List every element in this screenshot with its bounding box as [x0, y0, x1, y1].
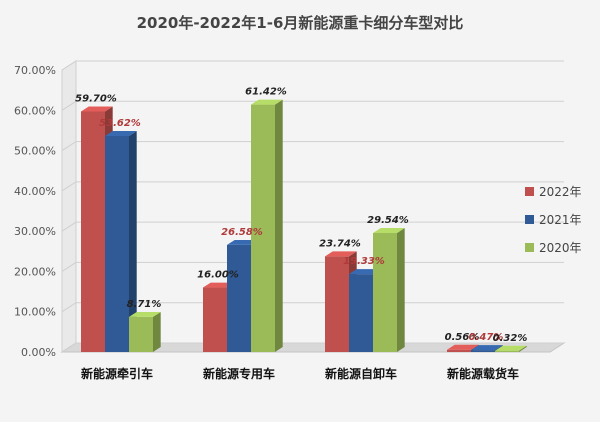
data-label: 59.70% — [75, 94, 117, 105]
y-tick-label: 0.00% — [21, 346, 56, 359]
data-label: 0.47% — [469, 332, 504, 343]
legend-label: 2020年 — [539, 241, 582, 255]
chart-title: 2020年-2022年1-6月新能源重卡细分车型对比 — [136, 14, 464, 32]
bar-front — [105, 135, 129, 352]
bar-front — [495, 350, 519, 352]
data-labels-layer: 59.70% 53.62% 8.71% 16.00% 26.58% 61.42% 23.74… — [75, 87, 527, 344]
bar-top — [81, 106, 113, 112]
bar-top — [227, 239, 259, 245]
bar-top — [373, 228, 405, 233]
data-label: 26.58% — [221, 227, 263, 238]
gridline — [61, 181, 564, 192]
bar-side — [275, 99, 283, 352]
legend-label: 2022年 — [539, 185, 582, 199]
category-label: 新能源牵引车 — [81, 366, 153, 381]
y-tick-label: 40.00% — [14, 185, 56, 198]
bar — [495, 345, 527, 352]
bar-front — [325, 256, 349, 352]
data-label: 53.62% — [99, 118, 141, 129]
data-label: 19.33% — [343, 256, 385, 267]
gridline — [61, 261, 564, 272]
bar-front — [227, 244, 251, 352]
data-label: 0.32% — [493, 333, 528, 344]
y-tick-label: 10.00% — [14, 306, 56, 319]
gridline — [61, 141, 564, 151]
y-tick-label: 70.00% — [14, 64, 56, 77]
y-tick-label: 60.00% — [14, 104, 56, 117]
bar-front — [349, 274, 373, 352]
data-label: 29.54% — [367, 215, 409, 226]
bar-side — [397, 228, 405, 352]
data-label: 23.74% — [319, 238, 361, 249]
legend-label: 2021年 — [539, 213, 582, 227]
gridline — [61, 60, 564, 71]
bar-top — [447, 344, 479, 350]
bar — [373, 228, 405, 352]
bar — [129, 311, 161, 352]
bar-top — [495, 345, 527, 351]
bar-front — [81, 111, 105, 352]
y-tick-label: 50.00% — [14, 145, 56, 158]
bar-top — [203, 282, 235, 288]
y-tick-label: 20.00% — [14, 265, 56, 278]
data-label: 0.56% — [445, 332, 480, 343]
data-label: 16.00% — [197, 270, 239, 281]
category-label: 新能源自卸车 — [325, 366, 397, 381]
data-label: 8.71% — [127, 299, 162, 310]
bar-front — [129, 316, 153, 352]
legend-swatch — [525, 243, 534, 252]
bar-front — [251, 104, 275, 352]
legend-swatch — [525, 187, 534, 196]
gridline — [61, 100, 564, 111]
bar-front — [447, 349, 471, 352]
bar — [251, 99, 283, 352]
category-label: 新能源载货车 — [447, 366, 519, 381]
bar-side — [129, 131, 137, 352]
bar-top — [325, 251, 357, 257]
data-label: 61.42% — [245, 87, 287, 98]
bar-front — [203, 287, 227, 352]
bar — [105, 131, 137, 352]
bar-top — [129, 311, 161, 317]
gridline — [61, 221, 564, 232]
bar-side — [153, 311, 161, 352]
category-label: 新能源专用车 — [203, 366, 275, 381]
bar-front — [373, 232, 397, 352]
side-wall — [61, 60, 77, 353]
bar-front — [471, 350, 495, 352]
legend-swatch — [525, 215, 534, 224]
y-tick-label: 30.00% — [14, 225, 56, 238]
bars-layer — [81, 99, 527, 353]
bar-top — [349, 269, 381, 275]
bar-side — [519, 345, 527, 352]
bar-top — [471, 345, 503, 351]
bar-top — [251, 99, 283, 105]
bar-top — [105, 131, 137, 136]
